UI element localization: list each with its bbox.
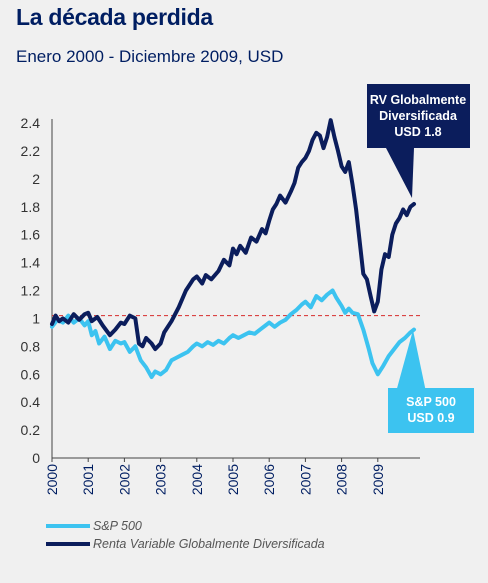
y-tick-label: 0 bbox=[32, 450, 40, 466]
y-axis-ticks: 0 0.2 0.4 0.6 0.8 1 1.2 1.4 1.6 1.8 2 2.2 2.4 bbox=[21, 115, 41, 466]
x-tick-label: 2009 bbox=[370, 464, 386, 495]
x-tick-label: 2003 bbox=[153, 464, 169, 495]
chart-title: La década perdida bbox=[16, 4, 213, 30]
callout-sp-line-1: S&P 500 bbox=[406, 395, 456, 409]
chart-subtitle: Enero 2000 - Diciembre 2009, USD bbox=[16, 47, 284, 66]
callout-rv-line-1: RV Globalmente bbox=[370, 93, 466, 107]
x-tick-label: 2002 bbox=[116, 464, 132, 495]
y-tick-label: 1.2 bbox=[21, 283, 41, 299]
chart-axes bbox=[51, 119, 420, 459]
callout-sp-box bbox=[388, 388, 474, 433]
chart-series bbox=[50, 118, 416, 379]
y-tick-label: 1 bbox=[32, 310, 40, 326]
y-tick-label: 1.4 bbox=[21, 255, 41, 271]
legend-label-sp500: S&P 500 bbox=[93, 519, 142, 533]
callout-rv-line-2: Diversificada bbox=[379, 109, 458, 123]
callout-rv-pointer bbox=[386, 148, 414, 198]
x-tick-label: 2007 bbox=[297, 464, 313, 495]
callout-rv: RV Globalmente Diversificada USD 1.8 bbox=[367, 84, 470, 198]
x-tick-label: 2001 bbox=[80, 464, 96, 495]
x-tick-label: 2008 bbox=[334, 464, 350, 495]
series-line-rv bbox=[50, 118, 416, 352]
legend: S&P 500 Renta Variable Globalmente Diver… bbox=[46, 519, 325, 551]
x-axis-ticks: 2000 2001 2002 2003 2004 2005 2006 2007 2008 2009 bbox=[44, 458, 386, 495]
y-tick-label: 0.4 bbox=[21, 394, 41, 410]
callout-rv-box bbox=[367, 84, 470, 148]
series-line-sp500 bbox=[50, 288, 416, 379]
y-tick-label: 1.6 bbox=[21, 227, 41, 243]
y-tick-label: 0.6 bbox=[21, 366, 41, 382]
y-tick-label: 2.4 bbox=[21, 115, 41, 131]
x-tick-label: 2004 bbox=[189, 464, 205, 495]
x-tick-label: 2000 bbox=[44, 464, 60, 495]
y-tick-label: 2.2 bbox=[21, 143, 41, 159]
callout-rv-line-3: USD 1.8 bbox=[394, 125, 441, 139]
callout-sp-line-2: USD 0.9 bbox=[407, 411, 454, 425]
y-tick-label: 1.8 bbox=[21, 199, 41, 215]
callout-sp-pointer bbox=[396, 330, 426, 392]
callout-sp: S&P 500 USD 0.9 bbox=[388, 330, 474, 433]
y-tick-label: 0.2 bbox=[21, 422, 41, 438]
x-tick-label: 2005 bbox=[225, 464, 241, 495]
legend-label-rv: Renta Variable Globalmente Diversificada bbox=[93, 537, 325, 551]
y-tick-label: 0.8 bbox=[21, 338, 41, 354]
y-tick-label: 2 bbox=[32, 171, 40, 187]
x-tick-label: 2006 bbox=[261, 464, 277, 495]
